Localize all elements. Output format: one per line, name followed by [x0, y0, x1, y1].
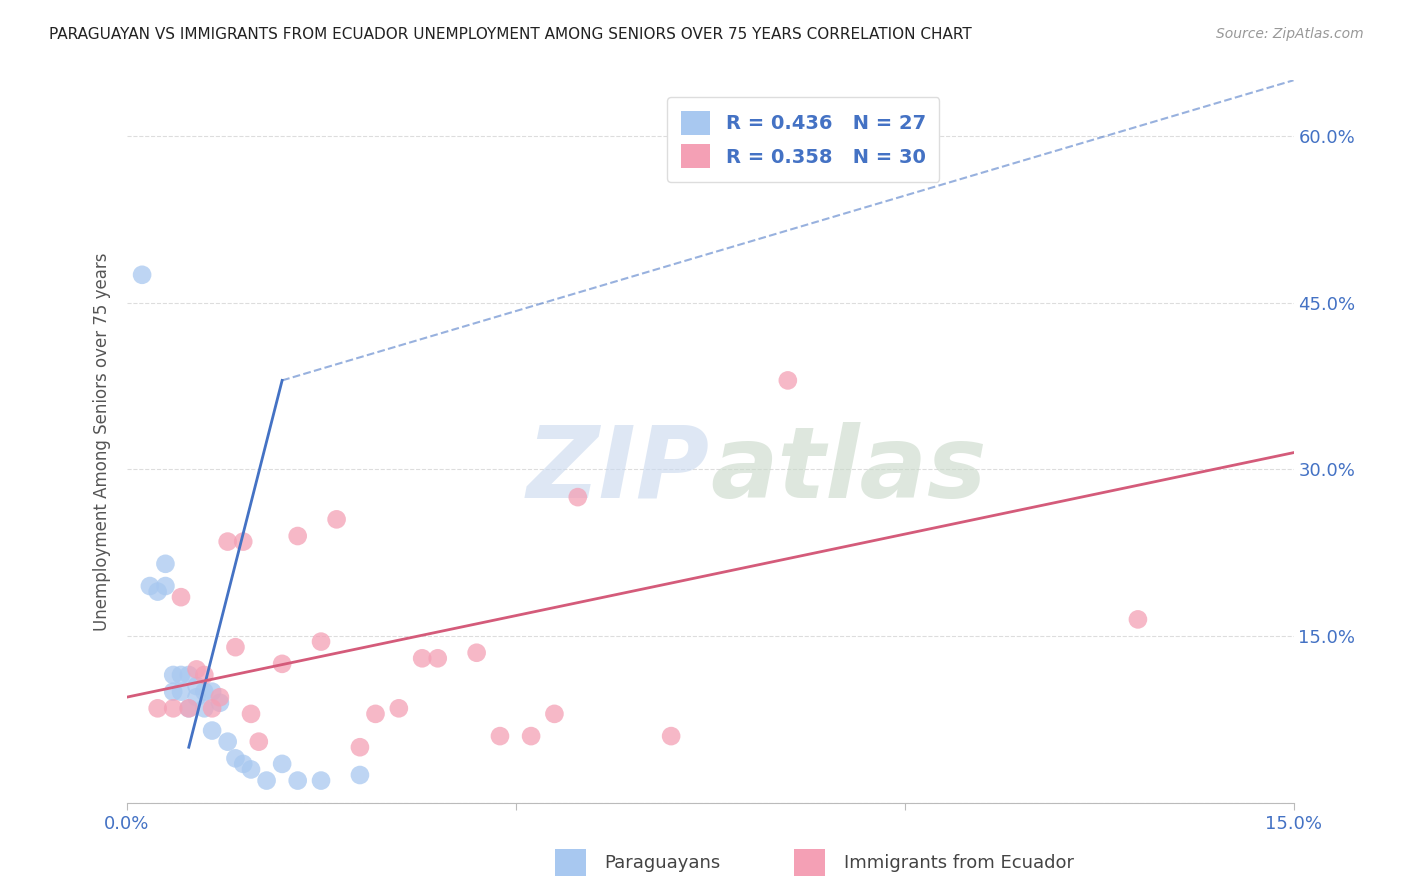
Point	[193, 668, 215, 682]
Point	[201, 701, 224, 715]
Point	[349, 740, 371, 755]
Point	[193, 701, 215, 715]
Point	[411, 651, 433, 665]
Point	[240, 763, 263, 777]
Point	[224, 751, 246, 765]
Point	[217, 534, 239, 549]
Point	[349, 768, 371, 782]
Text: Immigrants from Ecuador: Immigrants from Ecuador	[844, 855, 1074, 872]
Point	[146, 584, 169, 599]
Point	[426, 651, 449, 665]
Point	[170, 668, 193, 682]
Point	[465, 646, 488, 660]
Point	[776, 373, 799, 387]
Point	[177, 701, 200, 715]
Point	[659, 729, 682, 743]
Point	[201, 723, 224, 738]
Text: Source: ZipAtlas.com: Source: ZipAtlas.com	[1216, 27, 1364, 41]
Point	[287, 773, 309, 788]
Text: ZIP: ZIP	[527, 422, 710, 519]
Point	[271, 657, 294, 671]
Text: atlas: atlas	[710, 422, 987, 519]
Point	[224, 640, 246, 655]
Point	[170, 590, 193, 604]
Point	[162, 701, 184, 715]
Point	[520, 729, 543, 743]
Point	[177, 668, 200, 682]
Point	[186, 662, 208, 676]
Point	[186, 690, 208, 705]
Point	[271, 756, 294, 771]
Point	[489, 729, 512, 743]
Point	[232, 534, 254, 549]
Point	[193, 684, 215, 698]
Text: Paraguayans: Paraguayans	[605, 855, 721, 872]
Point	[186, 679, 208, 693]
Legend: R = 0.436   N = 27, R = 0.358   N = 30: R = 0.436 N = 27, R = 0.358 N = 30	[668, 97, 939, 182]
Point	[247, 734, 270, 748]
Text: PARAGUAYAN VS IMMIGRANTS FROM ECUADOR UNEMPLOYMENT AMONG SENIORS OVER 75 YEARS C: PARAGUAYAN VS IMMIGRANTS FROM ECUADOR UN…	[49, 27, 972, 42]
Point	[1126, 612, 1149, 626]
Point	[287, 529, 309, 543]
Point	[309, 634, 332, 648]
Point	[388, 701, 411, 715]
Y-axis label: Unemployment Among Seniors over 75 years: Unemployment Among Seniors over 75 years	[93, 252, 111, 631]
Point	[217, 734, 239, 748]
Point	[543, 706, 565, 721]
Point	[162, 684, 184, 698]
Point	[146, 701, 169, 715]
Point	[131, 268, 153, 282]
Point	[325, 512, 347, 526]
Point	[139, 579, 162, 593]
Point	[232, 756, 254, 771]
Point	[177, 701, 200, 715]
Point	[201, 684, 224, 698]
Point	[567, 490, 589, 504]
Point	[162, 668, 184, 682]
Point	[208, 690, 231, 705]
Point	[208, 696, 231, 710]
Point	[155, 557, 177, 571]
Point	[256, 773, 278, 788]
Point	[170, 684, 193, 698]
Point	[155, 579, 177, 593]
Point	[364, 706, 387, 721]
Point	[309, 773, 332, 788]
Point	[240, 706, 263, 721]
